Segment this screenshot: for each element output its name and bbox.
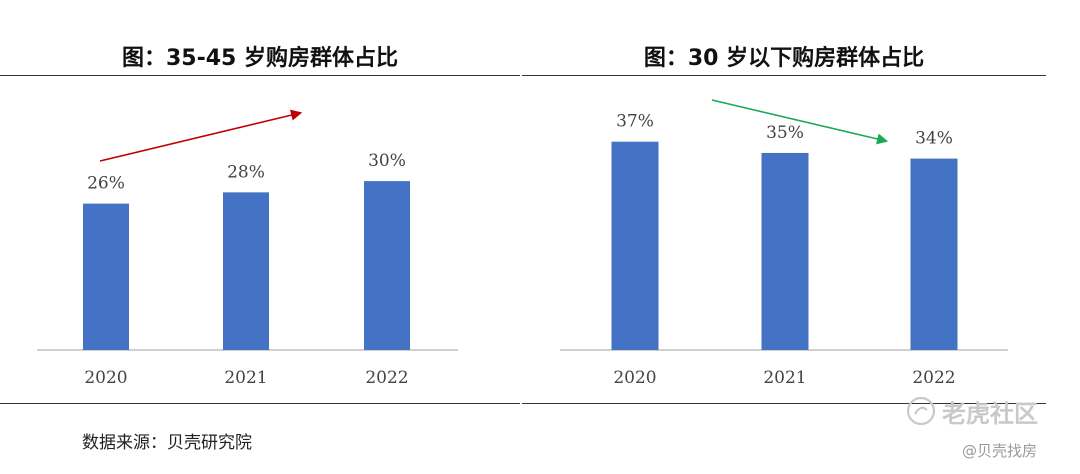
x-tick-label-2021: 2021 (224, 368, 267, 388)
data-label-2021: 28% (227, 162, 265, 182)
trend-arrow-up (99, 109, 303, 162)
watermark-text: 老虎社区 (942, 399, 1038, 428)
bar-2020 (83, 203, 129, 350)
top-rule-right (522, 75, 1046, 76)
chart-title-left: 图：35-45 岁购房群体占比 (121, 46, 399, 71)
data-label-2020: 26% (87, 174, 125, 194)
watermark: 老虎社区 (906, 393, 1066, 429)
chart-title-right: 图：30 岁以下购房群体占比 (643, 46, 925, 71)
watermark-sub: @贝壳找房 (962, 442, 1038, 460)
x-tick-label-2021: 2021 (763, 368, 806, 388)
x-tick-label-2022: 2022 (912, 368, 955, 388)
bar-2021 (223, 192, 269, 350)
bar-2022 (910, 158, 958, 350)
data-label-2020: 37% (616, 112, 654, 132)
bottom-rule-right (522, 403, 1046, 404)
data-label-2021: 35% (766, 123, 804, 143)
data-label-2022: 30% (368, 151, 406, 171)
top-rule-left (0, 75, 520, 76)
bar-chart-left: 26% 2020 28% 2021 30% 2022 (37, 109, 458, 388)
x-tick-label-2020: 2020 (613, 368, 656, 388)
bar-2020 (611, 141, 659, 350)
data-source-note: 数据来源：贝壳研究院 (82, 433, 252, 453)
trend-arrow-down (711, 99, 889, 145)
bar-chart-right: 37% 2020 35% 2021 34% 2022 (560, 99, 1008, 388)
bar-2021 (761, 152, 809, 350)
bar-2022 (364, 181, 410, 350)
tiger-logo-icon (906, 396, 936, 426)
x-tick-label-2022: 2022 (365, 368, 408, 388)
bottom-rule-left (0, 403, 520, 404)
x-tick-label-2020: 2020 (84, 368, 127, 388)
data-label-2022: 34% (915, 129, 953, 149)
